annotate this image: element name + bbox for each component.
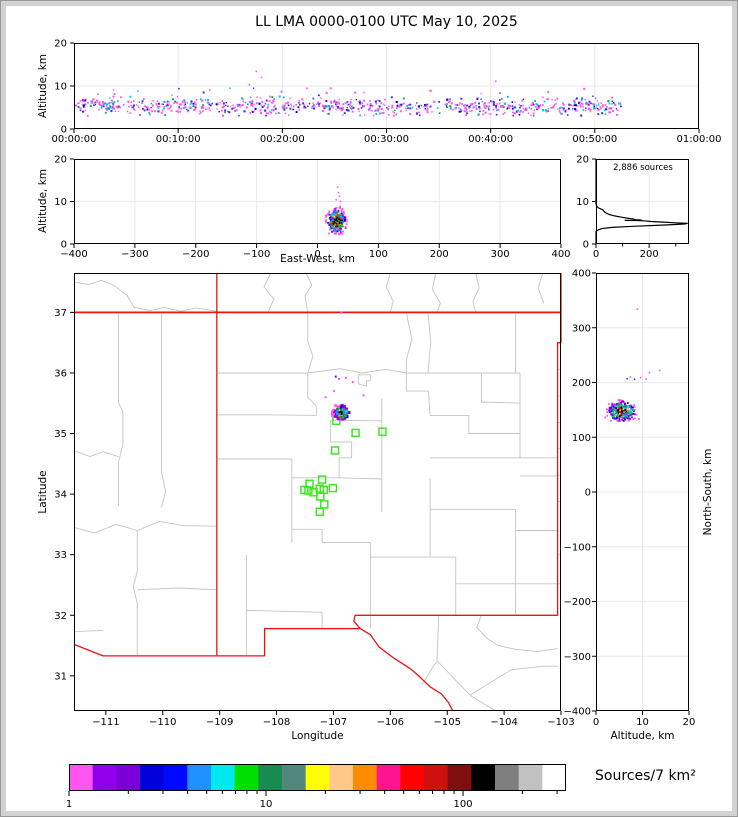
svg-text:35: 35: [54, 429, 67, 440]
map-x-axis-label: Longitude: [291, 730, 344, 742]
svg-text:0: 0: [61, 125, 67, 136]
station-square-icon: [378, 427, 387, 436]
colorbar: 1 10 100: [66, 764, 567, 810]
svg-text:−200: −200: [564, 597, 591, 608]
ew-height-scatter: [325, 186, 348, 236]
svg-text:00:10:00: 00:10:00: [156, 134, 201, 145]
svg-text:20: 20: [683, 717, 696, 728]
ns-height-y-axis-label: North-South, km: [702, 448, 714, 536]
county-lines: [73, 272, 561, 712]
svg-text:400: 400: [551, 249, 570, 260]
ns-height-scatter: [604, 308, 661, 422]
svg-text:300: 300: [572, 323, 591, 334]
colorbar-label: Sources/7 km²: [595, 768, 696, 784]
panel-gridlines: [74, 43, 699, 711]
svg-text:01:00:00: 01:00:00: [677, 134, 722, 145]
lma-station-markers: [300, 416, 387, 516]
svg-text:−103: −103: [547, 717, 574, 728]
svg-text:300: 300: [491, 249, 510, 260]
svg-text:−107: −107: [320, 717, 347, 728]
svg-text:−108: −108: [263, 717, 290, 728]
svg-text:0: 0: [585, 488, 591, 499]
svg-text:−300: −300: [564, 652, 591, 663]
svg-text:0: 0: [583, 240, 589, 251]
axis-ticks-and-labels: 00:00:00 00:10:00 00:20:00 00:30:00 00:40:00…: [52, 39, 722, 729]
svg-text:100: 100: [369, 249, 388, 260]
svg-text:10: 10: [576, 197, 589, 208]
svg-text:10: 10: [260, 799, 273, 810]
map-source-cluster: [324, 311, 365, 422]
ew-x-axis-label: East-West, km: [280, 253, 355, 265]
station-square-icon: [304, 486, 313, 495]
svg-text:−400: −400: [60, 249, 87, 260]
station-square-icon: [315, 507, 325, 516]
svg-text:00:20:00: 00:20:00: [260, 134, 305, 145]
svg-text:0: 0: [314, 249, 320, 260]
svg-text:37: 37: [54, 308, 67, 319]
svg-text:20: 20: [54, 155, 67, 166]
svg-text:100: 100: [454, 799, 473, 810]
svg-text:−100: −100: [243, 249, 270, 260]
svg-text:−104: −104: [490, 717, 517, 728]
svg-text:−200: −200: [182, 249, 209, 260]
svg-text:200: 200: [572, 378, 591, 389]
svg-text:20: 20: [54, 39, 67, 50]
svg-text:1: 1: [66, 799, 72, 810]
svg-text:−106: −106: [377, 717, 404, 728]
station-square-icon: [351, 428, 360, 438]
altitude-histogram-curve: [595, 159, 688, 244]
svg-text:00:30:00: 00:30:00: [364, 134, 409, 145]
svg-text:200: 200: [430, 249, 449, 260]
plot-title: LL LMA 0000-0100 UTC May 10, 2025: [255, 14, 518, 30]
station-square-icon: [316, 492, 325, 501]
svg-text:0: 0: [593, 249, 599, 260]
svg-text:00:40:00: 00:40:00: [468, 134, 513, 145]
svg-text:10: 10: [54, 82, 67, 93]
svg-text:32: 32: [54, 611, 67, 622]
svg-text:−111: −111: [92, 717, 119, 728]
svg-text:0: 0: [593, 717, 599, 728]
svg-text:−105: −105: [433, 717, 460, 728]
svg-text:−110: −110: [149, 717, 176, 728]
svg-text:−109: −109: [206, 717, 233, 728]
svg-text:00:50:00: 00:50:00: [572, 134, 617, 145]
station-square-icon: [330, 446, 340, 455]
time-height-scatter: [74, 70, 622, 117]
ns-height-x-axis-label: Altitude, km: [610, 730, 675, 742]
source-count-annotation: 2,886 sources: [613, 163, 673, 173]
svg-text:200: 200: [640, 249, 659, 260]
svg-text:−100: −100: [564, 542, 591, 553]
svg-text:00:00:00: 00:00:00: [52, 134, 97, 145]
map-y-axis-label: Latitude: [37, 470, 49, 514]
svg-text:10: 10: [54, 197, 67, 208]
ew-height-y-axis-label: Altitude, km: [37, 168, 49, 234]
svg-text:0: 0: [61, 240, 67, 251]
svg-text:10: 10: [636, 717, 649, 728]
time-height-y-axis-label: Altitude, km: [37, 53, 49, 119]
svg-text:31: 31: [54, 671, 67, 682]
station-square-icon: [328, 483, 338, 493]
svg-text:100: 100: [572, 433, 591, 444]
panel-frames: [74, 43, 699, 711]
svg-text:20: 20: [576, 155, 589, 166]
svg-text:−300: −300: [121, 249, 148, 260]
svg-text:33: 33: [54, 550, 67, 561]
svg-text:−400: −400: [564, 707, 591, 718]
svg-text:34: 34: [54, 490, 67, 501]
station-square-icon: [320, 500, 329, 509]
svg-text:36: 36: [54, 368, 67, 379]
svg-text:400: 400: [572, 269, 591, 280]
station-square-icon: [317, 475, 327, 484]
